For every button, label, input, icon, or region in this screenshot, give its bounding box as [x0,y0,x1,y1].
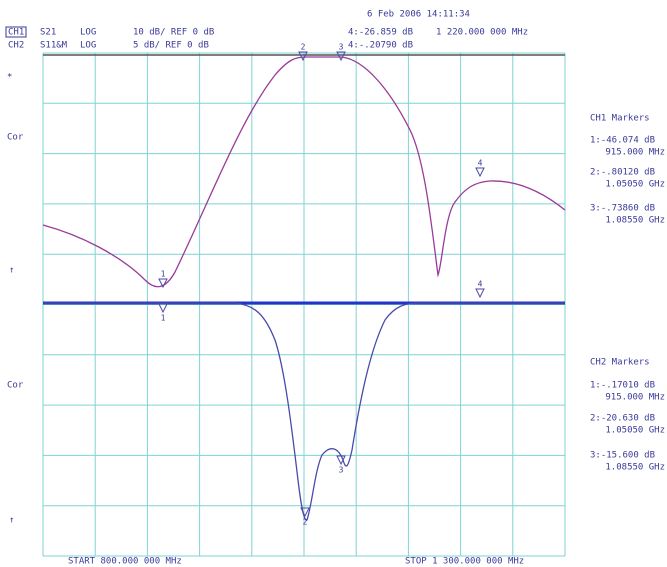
ch2-markers-title: CH2 Markers [590,358,650,368]
marker-number: 4 [478,280,483,289]
marker-value: 1:-.17010 dB [590,381,655,391]
ch1-param: S21 [40,28,56,38]
marker-number: 1 [161,270,166,279]
marker-freq: 1.05050 GHz [605,180,665,190]
marker-value: 2:-.80120 dB [590,168,655,178]
ch1-box [5,26,27,38]
marker-freq: 1.05050 GHz [605,426,665,436]
marker-arrow [158,278,168,289]
datetime: 6 Feb 2006 14:11:34 [367,10,470,20]
marker-number: 2 [303,518,308,527]
left-label: ↑ [9,266,14,276]
marker-value: 3:-.73860 dB [590,204,655,214]
marker-value: 2:-20.630 dB [590,414,655,424]
ch1-markers-title: CH1 Markers [590,114,650,124]
ch2-trace [43,302,565,521]
start-freq: START 800.000 000 MHz [68,557,182,567]
ch2-param: S11&M [40,41,68,51]
ch1-freq: 1 220.000 000 MHz [436,28,528,38]
marker-number: 3 [339,466,344,475]
stop-freq: STOP 1 300.000 000 MHz [405,557,524,567]
marker-arrow [298,51,308,62]
marker-value: 1:-46.074 dB [590,136,655,146]
left-label: ↑ [9,516,14,526]
marker-freq: 915.000 MHz [605,393,665,403]
ch1-readout: 4:-26.859 dB [348,28,413,38]
marker-arrow [336,455,346,466]
marker-freq: 1.08550 GHz [605,216,665,226]
marker-number: 2 [301,43,306,52]
marker-number: 3 [339,43,344,52]
ch2-marker-list: 1:-.17010 dB 915.000 MHz 2:-20.630 dB 1.050… [590,381,665,473]
marker-arrow [336,51,346,62]
ch1-format: LOG [80,28,96,38]
ch2-scale: 5 dB/ REF 0 dB [133,41,209,51]
left-label: * [7,73,12,83]
left-label: Cor [7,381,24,391]
marker-arrow [475,167,485,178]
trace-markers: 1 2 3 4 1 2 3 4 [158,43,485,527]
ch1-label: CH1 [8,28,24,38]
marker-freq: 915.000 MHz [605,148,665,158]
ch2-readout: 4:-.20790 dB [348,41,413,51]
marker-arrow [158,303,168,314]
left-label: Cor [7,133,24,143]
ch1-scale: 10 dB/ REF 0 dB [133,28,214,38]
marker-number: 4 [478,159,483,168]
ch2-label: CH2 [8,41,24,51]
marker-freq: 1.08550 GHz [605,463,665,473]
ch2-format: LOG [80,41,96,51]
ch1-marker-list: 1:-46.074 dB 915.000 MHz 2:-.80120 dB 1.050… [590,136,665,226]
marker-value: 3:-15.600 dB [590,451,655,461]
marker-arrow [300,507,310,518]
marker-arrow [475,288,485,299]
marker-number: 1 [161,314,166,323]
